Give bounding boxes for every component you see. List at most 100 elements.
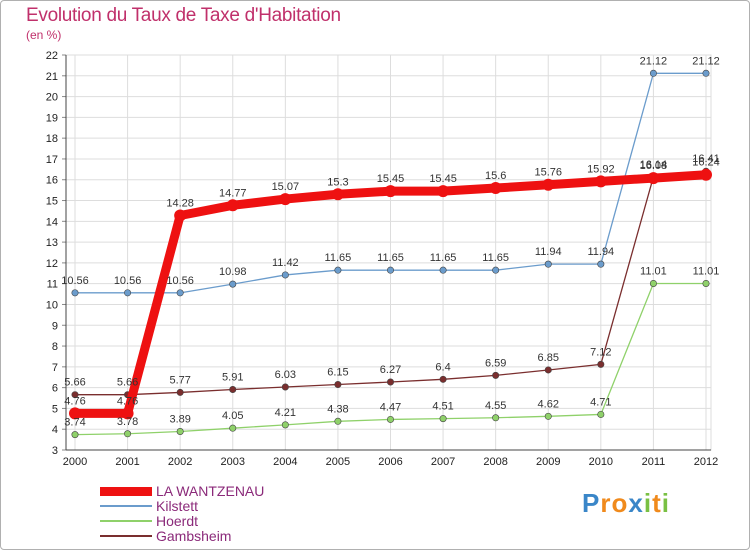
data-label: 15.92 [587,163,615,175]
x-tick-label: 2002 [168,456,192,468]
x-tick-label: 2009 [536,456,560,468]
y-tick-label: 8 [52,341,58,353]
x-tick-label: 2005 [326,456,350,468]
data-point [229,386,237,394]
proxiti-logo: Proxiti [582,488,670,519]
data-point [544,260,552,268]
data-point [281,271,289,279]
x-tick-label: 2010 [589,456,613,468]
x-tick-label: 2006 [378,456,402,468]
legend-swatch [100,487,152,496]
data-point [649,279,657,287]
logo-letter: i [643,488,653,518]
y-tick-label: 11 [47,279,58,291]
data-label: 4.71 [590,396,611,408]
y-tick-label: 18 [46,133,58,145]
x-tick-label: 2012 [694,456,718,468]
data-label: 14.77 [219,187,247,199]
data-point [334,266,342,274]
data-point [439,415,447,423]
data-point [124,289,132,297]
data-label: 4.21 [275,407,296,419]
data-point [176,289,184,297]
data-point [649,69,657,77]
data-label: 10.98 [219,266,247,278]
y-tick-label: 22 [46,50,58,62]
data-label: 6.4 [435,361,450,373]
data-label: 6.27 [380,364,401,376]
data-label: 15.3 [327,176,348,188]
y-tick-label: 4 [52,424,58,436]
legend-swatch [100,505,152,507]
logo-letter: o [611,488,629,518]
data-point [597,360,605,368]
y-tick-label: 21 [46,71,58,83]
x-tick-label: 2008 [483,456,507,468]
legend-swatch [100,535,152,537]
x-tick-label: 2007 [431,456,455,468]
data-label: 11.94 [587,246,614,258]
legend-label: Kilstett [156,498,199,514]
data-label: 4.62 [538,398,559,410]
y-tick-label: 6 [52,383,58,395]
data-point [176,388,184,396]
data-label: 4.47 [380,401,401,413]
data-label: 14.28 [166,197,194,209]
data-label: 15.76 [534,167,562,179]
x-tick-label: 2011 [642,456,666,468]
data-label: 5.77 [169,374,190,386]
data-label: 4.05 [222,410,243,422]
legend-label: Hoerdt [156,513,199,529]
data-point [334,417,342,425]
data-point [334,381,342,389]
data-label: 16.08 [640,160,668,172]
legend-label: LA WANTZENAU [156,483,265,499]
data-point [69,407,81,420]
data-label: 10.56 [114,275,142,287]
data-label: 15.45 [429,173,457,185]
data-point [71,289,79,297]
legend-swatch [100,520,152,522]
data-point [544,366,552,374]
data-point [437,185,450,198]
data-label: 5.91 [222,372,243,384]
data-point [594,175,607,188]
data-label: 11.01 [640,265,667,277]
y-tick-label: 15 [46,196,58,208]
data-label: 15.07 [272,181,300,193]
data-point [647,172,660,185]
data-label: 21.12 [692,55,720,67]
data-point [597,260,605,268]
data-point [121,407,134,420]
y-tick-label: 19 [46,112,58,124]
data-point [439,375,447,383]
data-point [229,424,237,432]
logo-letter: t [652,488,662,518]
data-label: 5.66 [117,377,138,389]
data-point [544,412,552,420]
data-label: 10.56 [166,275,194,287]
y-tick-label: 10 [46,299,58,311]
chart-unit-label: (en %) [26,28,62,42]
data-point [386,266,394,274]
data-label: 6.03 [275,369,296,381]
data-label: 3.74 [64,417,85,429]
data-point [597,410,605,418]
data-label: 16.14 [640,159,668,171]
data-point [700,168,712,181]
data-label: 10.56 [61,275,89,287]
x-tick-label: 2000 [63,456,87,468]
data-label: 4.76 [117,395,138,407]
data-label: 4.76 [64,395,85,407]
x-tick-label: 2003 [221,456,245,468]
data-point [176,427,184,435]
data-label: 3.89 [169,413,190,425]
data-label: 11.65 [482,252,509,264]
data-point [492,266,500,274]
chart-title: Evolution du Taux de Taxe d'Habitation [26,5,341,26]
data-label: 7.12 [590,346,611,358]
data-label: 6.15 [327,367,348,379]
y-tick-label: 13 [46,237,58,249]
data-label: 11.65 [377,252,404,264]
